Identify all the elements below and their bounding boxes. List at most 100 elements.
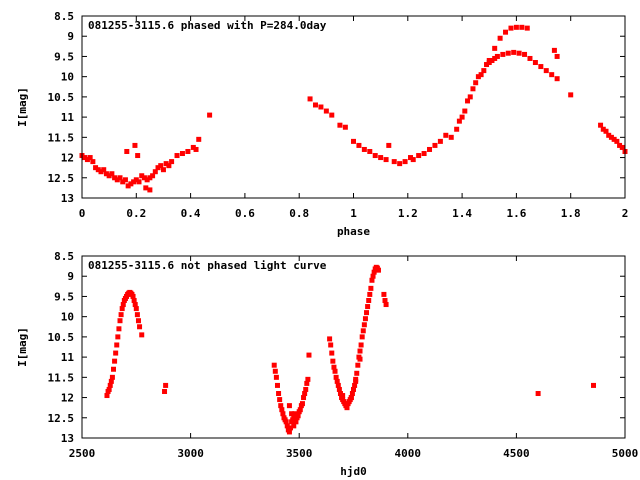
- raw-data-point: [116, 326, 122, 332]
- phased-data-point: [494, 53, 500, 59]
- phased-data-point: [478, 72, 484, 78]
- phased-y-tick-label: 9: [67, 30, 74, 43]
- phased-data-point: [465, 98, 471, 104]
- raw-data-point: [336, 386, 342, 392]
- phased-x-tick-label: 0.2: [126, 207, 146, 220]
- phased-data-point: [386, 142, 392, 148]
- phased-data-point: [356, 142, 362, 148]
- raw-data-point: [351, 386, 356, 392]
- phased-data-point: [378, 155, 384, 161]
- phased-data-point: [513, 24, 519, 30]
- raw-data-point: [381, 291, 387, 297]
- raw-data-point: [273, 374, 279, 380]
- raw-data-point: [302, 391, 308, 397]
- raw-data-point: [297, 407, 303, 413]
- phased-data-point: [122, 177, 128, 183]
- phased-data-point: [427, 146, 433, 152]
- raw-data-point: [358, 342, 364, 348]
- phased-data-point: [614, 138, 620, 144]
- phased-data-point: [87, 155, 93, 161]
- phased-data-point: [147, 175, 153, 181]
- phased-data-point: [383, 157, 389, 163]
- phased-data-point: [367, 148, 373, 154]
- raw-data-point: [137, 324, 143, 330]
- phased-data-point: [492, 45, 498, 51]
- raw-data-point: [332, 368, 338, 374]
- raw-data-point: [382, 297, 388, 303]
- raw-data-point: [115, 334, 121, 340]
- phased-data-point: [568, 92, 574, 98]
- phased-data-point: [125, 183, 131, 189]
- raw-y-tick-label: 10.5: [48, 331, 75, 344]
- phased-data-point: [147, 187, 153, 193]
- raw-data-point: [283, 419, 289, 425]
- phased-data-point: [489, 57, 495, 63]
- raw-data-point: [353, 378, 359, 384]
- phased-data-point: [522, 51, 528, 57]
- raw-data-point: [349, 391, 355, 397]
- raw-data-point: [279, 407, 285, 413]
- raw-data-point: [367, 291, 373, 297]
- phased-data-point: [95, 167, 101, 173]
- raw-y-axis-label: I[mag]: [16, 327, 29, 367]
- raw-data-point: [280, 411, 286, 417]
- phased-data-point: [131, 179, 137, 185]
- phased-data-point: [603, 128, 609, 134]
- raw-data-point: [354, 370, 360, 376]
- phased-data-point: [166, 163, 172, 169]
- raw-data-point: [109, 374, 115, 380]
- phased-data-point: [598, 122, 604, 128]
- phased-data-point: [169, 159, 175, 165]
- raw-y-tick-label: 11: [61, 351, 75, 364]
- raw-y-tick-label: 9.5: [54, 290, 74, 303]
- raw-data-point: [295, 413, 301, 419]
- phased-light-curve-panel: 081255-3115.6 phased with P=284.0day pha…: [16, 10, 628, 238]
- phased-y-tick-label: 11: [61, 111, 75, 124]
- phased-data-point: [312, 102, 318, 108]
- raw-data-point: [364, 310, 370, 316]
- phased-data-point: [532, 60, 538, 66]
- raw-light-curve-panel: 081255-3115.6 not phased light curve hjd…: [16, 250, 638, 478]
- phased-data-point: [473, 80, 479, 86]
- phased-x-tick-label: 1.2: [398, 207, 418, 220]
- phased-data-point: [448, 134, 454, 140]
- phased-data-point: [421, 151, 427, 157]
- phased-data-point: [120, 179, 126, 185]
- phased-data-point: [503, 29, 509, 35]
- phased-data-point: [124, 148, 130, 154]
- raw-data-point: [131, 297, 137, 303]
- phased-data-point: [475, 74, 481, 80]
- phased-y-tick-label: 8.5: [54, 10, 74, 23]
- raw-data-point: [106, 386, 112, 392]
- raw-plot-frame: [81, 255, 626, 439]
- phased-x-tick-label: 2: [622, 207, 629, 220]
- phased-data-point: [193, 146, 199, 152]
- phased-data-point: [112, 175, 118, 181]
- phased-data-point: [554, 76, 560, 82]
- phased-data-point: [462, 108, 468, 114]
- phased-data-point: [117, 175, 123, 181]
- phased-data-point: [551, 47, 557, 53]
- raw-data-point: [134, 312, 140, 318]
- phased-data-point: [152, 169, 158, 175]
- phased-data-point: [437, 138, 443, 144]
- phased-data-point: [144, 177, 150, 183]
- phased-data-point: [351, 138, 356, 144]
- phased-data-point: [554, 53, 560, 59]
- phased-data-point: [459, 114, 465, 120]
- raw-data-point: [365, 304, 371, 310]
- raw-y-tick-label: 12: [61, 392, 74, 405]
- raw-data-point: [370, 273, 376, 279]
- phased-data-point: [524, 25, 530, 31]
- phased-x-tick-label: 0: [79, 207, 86, 220]
- raw-data-point: [288, 425, 294, 431]
- raw-y-tick-label: 10: [61, 311, 74, 324]
- phased-x-tick-label: 1.8: [561, 207, 581, 220]
- phased-y-axis-label: I[mag]: [16, 87, 29, 127]
- raw-x-tick-label: 2500: [69, 447, 96, 460]
- phased-data-point: [408, 155, 414, 161]
- phased-data-point: [538, 64, 544, 70]
- phased-data-point: [155, 165, 161, 171]
- phased-data-point: [527, 55, 533, 61]
- phased-x-tick-label: 0.6: [235, 207, 255, 220]
